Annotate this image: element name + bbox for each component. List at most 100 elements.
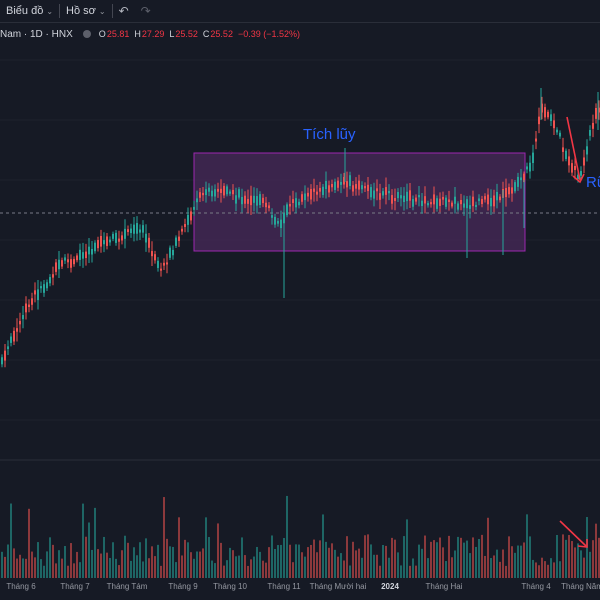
- profile-menu-button[interactable]: Hồ sơ ⌄: [60, 0, 112, 22]
- candle-body: [559, 132, 561, 137]
- volume-bar: [406, 519, 408, 578]
- time-axis-label: Tháng 11: [267, 582, 301, 591]
- candle-body: [187, 214, 189, 225]
- candle-body: [292, 199, 294, 204]
- candle-body: [214, 189, 216, 197]
- volume-series: [1, 495, 600, 578]
- volume-bar: [148, 558, 150, 578]
- volume-bar: [580, 550, 582, 578]
- time-axis[interactable]: Tháng 6 Tháng 7 Tháng Tám Tháng 9 Tháng 10 Th…: [6, 582, 600, 591]
- toolbar-divider: [59, 4, 61, 18]
- candle-body: [568, 156, 570, 166]
- candle-body: [130, 228, 132, 234]
- candle-body: [427, 203, 429, 206]
- candle-body: [40, 286, 42, 289]
- volume-bar: [439, 537, 441, 578]
- candle-body: [208, 187, 210, 192]
- candle-body: [232, 189, 234, 195]
- candle-body: [298, 201, 300, 206]
- volume-bar: [202, 548, 204, 578]
- volume-bar: [169, 546, 171, 578]
- volume-bar: [37, 542, 39, 578]
- volume-bar: [160, 565, 162, 578]
- volume-arrow[interactable]: [559, 520, 588, 548]
- open-value: 25.81: [106, 29, 130, 39]
- candle-body: [526, 166, 528, 170]
- volume-bar: [313, 539, 315, 578]
- candle-body: [346, 181, 348, 188]
- volume-bar: [394, 539, 396, 578]
- candle-body: [439, 198, 441, 206]
- volume-bar: [565, 539, 567, 578]
- volume-bar: [208, 537, 210, 578]
- candle-body: [172, 249, 174, 256]
- accumulation-zone[interactable]: [193, 152, 526, 252]
- undo-button[interactable]: ↶: [113, 0, 135, 22]
- volume-bar: [535, 562, 537, 578]
- volume-bar: [331, 543, 333, 578]
- volume-bar: [259, 551, 261, 578]
- candle-body: [550, 114, 552, 122]
- volume-bar: [352, 541, 354, 578]
- chart-menu-label: Biểu đồ: [6, 5, 44, 17]
- candle-body: [94, 242, 96, 252]
- candle-body: [142, 225, 144, 233]
- volume-bar: [136, 555, 138, 578]
- volume-bar: [373, 554, 375, 578]
- candle-body: [10, 336, 12, 343]
- volume-bar: [412, 558, 414, 578]
- volume-bar: [364, 535, 366, 578]
- accumulation-label[interactable]: Tích lũy: [303, 126, 356, 143]
- volume-bar: [292, 562, 294, 578]
- candle-body: [121, 235, 123, 241]
- redo-button[interactable]: ↷: [135, 0, 157, 22]
- candle-body: [583, 157, 585, 166]
- candle-body: [535, 138, 537, 142]
- time-axis-label: Tháng Mười hai: [310, 582, 367, 591]
- candle-body: [241, 196, 243, 205]
- candle-body: [163, 262, 165, 266]
- volume-bar: [226, 560, 228, 578]
- candle-body: [70, 259, 72, 268]
- price-arrow[interactable]: [566, 116, 585, 184]
- candle-body: [448, 199, 450, 203]
- volume-bar: [472, 537, 474, 578]
- candle-body: [22, 315, 24, 320]
- candle-body: [364, 186, 366, 189]
- time-axis-label: Tháng 9: [168, 582, 198, 591]
- candle-body: [34, 290, 36, 295]
- volume-bar: [436, 542, 438, 578]
- volume-bar: [547, 564, 549, 578]
- volume-bar: [310, 544, 312, 578]
- volume-bar: [388, 557, 390, 578]
- candle-body: [43, 284, 45, 293]
- symbol-name[interactable]: Nam · 1D · HNX: [0, 28, 73, 40]
- chart-menu-button[interactable]: Biểu đồ ⌄: [0, 0, 59, 22]
- volume-bar: [232, 550, 234, 578]
- candle-body: [463, 203, 465, 208]
- candle-body: [358, 180, 360, 190]
- candle-body: [385, 187, 387, 195]
- candle-body: [424, 196, 426, 204]
- volume-bar: [418, 544, 420, 578]
- candle-body: [106, 236, 108, 246]
- candle-body: [253, 195, 255, 203]
- candle-body: [52, 274, 54, 278]
- volume-bar: [490, 558, 492, 578]
- candle-body: [226, 186, 228, 195]
- volume-bar: [220, 542, 222, 578]
- right-annotation-label[interactable]: Rũ: [586, 174, 600, 191]
- volume-bar: [469, 553, 471, 578]
- time-axis-label: Tháng 4: [521, 582, 551, 591]
- candle-body: [418, 195, 420, 198]
- candle-body: [7, 346, 9, 350]
- volume-bar: [316, 552, 318, 578]
- redo-icon: ↷: [140, 4, 151, 18]
- candle-body: [148, 237, 150, 248]
- candle-body: [289, 203, 291, 207]
- candle-body: [430, 202, 432, 205]
- volume-bar: [199, 551, 201, 578]
- candle-body: [16, 328, 18, 332]
- candle-body: [592, 122, 594, 129]
